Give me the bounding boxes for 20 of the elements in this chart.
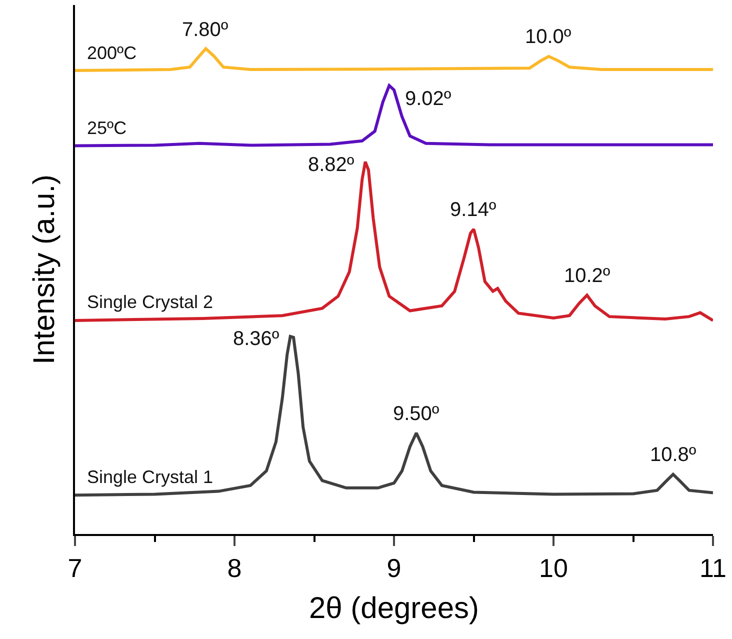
x-tick-label: 10 — [539, 552, 568, 583]
annotation: 9.50º — [393, 403, 440, 425]
x-tick-label: 9 — [386, 552, 402, 583]
annotation: 9.14º — [450, 199, 497, 221]
x-axis-title: 2θ (degrees) — [308, 592, 480, 625]
series-label: Single Crystal 2 — [87, 292, 214, 312]
annotation: 9.02º — [405, 88, 452, 110]
x-tick-label: 11 — [700, 552, 726, 583]
x-tick-label: 7 — [68, 552, 82, 583]
y-axis-title: Intensity (a.u.) — [28, 174, 61, 365]
annotation: 10.2º — [564, 265, 611, 287]
annotation: 8.82º — [308, 154, 355, 176]
annotation: 7.80º — [182, 19, 229, 41]
annotation: 10.0º — [525, 26, 572, 48]
x-tick-label: 8 — [227, 552, 242, 583]
series-label: 200ºC — [87, 43, 137, 63]
annotation: 8.36º — [233, 328, 280, 350]
series-label: Single Crystal 1 — [87, 467, 214, 487]
series-label: 25ºC — [87, 118, 127, 138]
annotation: 10.8º — [650, 444, 697, 466]
